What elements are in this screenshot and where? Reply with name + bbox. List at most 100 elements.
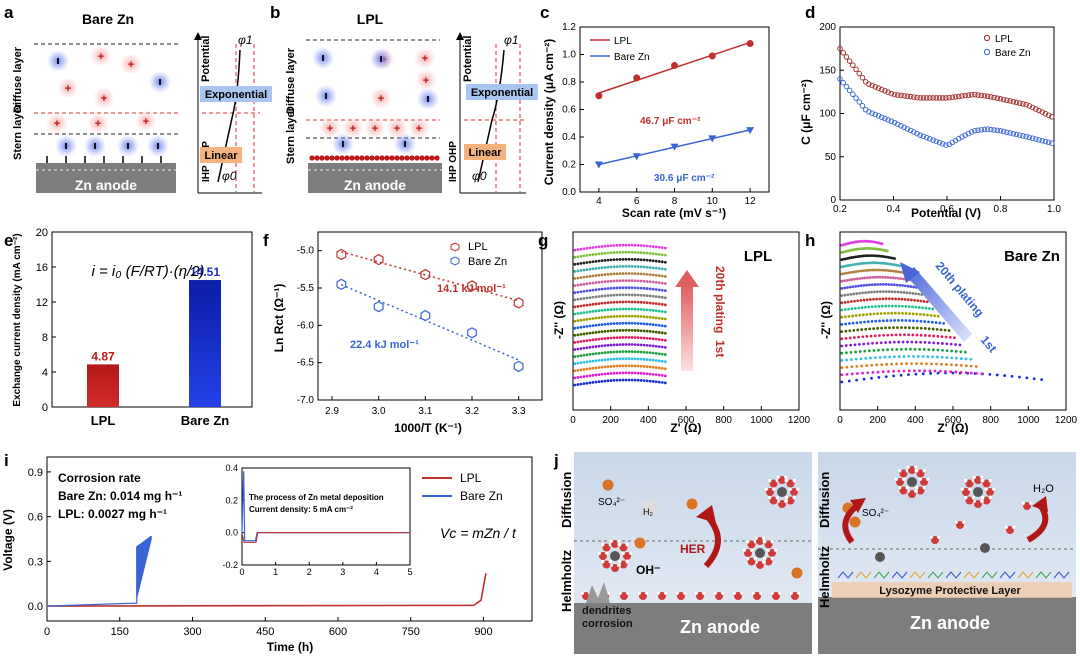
g-point [645,315,649,319]
h-point [850,372,854,376]
h-point [880,326,883,330]
j-zn-cluster-water-h [773,547,779,553]
g-point [642,286,646,290]
j-zn-cluster-water [764,540,773,549]
d-point [850,62,856,68]
f-legend-bare: Bare Zn [468,256,507,268]
g-point [594,281,598,285]
j-zn-cluster-water-h [897,468,902,473]
g-point [579,276,583,280]
g-point [579,311,583,315]
g-point [645,265,649,269]
b-zn-anode [308,163,442,193]
h-point [898,264,902,268]
g-point [606,301,610,305]
d-point [1036,107,1042,114]
g-point [591,260,595,264]
g-point [636,371,640,375]
g-point [624,364,628,368]
h-point [880,363,884,366]
e-category-label: LPL [91,413,116,428]
d-point [888,118,895,125]
g-point [597,323,601,327]
d-point [907,127,914,134]
d-point [853,66,859,73]
d-ylabel: C (μF cm⁻²) [799,79,813,145]
b-lysozyme-bead [359,155,365,161]
h-point [853,306,857,310]
h-point [865,313,869,316]
h-point [988,372,992,376]
h-point [916,355,920,358]
d-point [872,84,879,90]
h-point [847,379,851,383]
j-water-h [606,590,612,596]
d-point [927,95,933,101]
j-zn-cluster-water [766,488,774,496]
h-point [875,290,879,294]
f-plot: 2.9 3.0 3.1 3.2 3.3-5.0-5.5-6.0-6.5-7.0 [297,246,526,417]
g-point [624,343,628,346]
h-point [840,323,844,326]
h-point [878,290,882,294]
j-zn-cluster-water-h [988,495,993,500]
g-point [594,252,598,256]
h-point [849,263,852,267]
g-point [642,322,646,326]
h-point [882,268,886,272]
h-point [887,269,891,273]
g-point [642,301,646,304]
h-point [926,313,929,317]
i-ytick-label: 0.3 [28,556,43,568]
g-point [639,279,643,283]
b-phi1: φ1 [504,33,519,47]
j-zn-cluster-water [965,479,974,488]
c-annot-bare: 30.6 μF cm⁻² [654,173,715,184]
d-point [1020,101,1026,107]
g-point [642,365,646,368]
g-point [621,321,625,325]
g-point [600,301,604,305]
h-point [892,326,895,330]
g-point [627,364,631,368]
g-point [660,352,664,356]
j-water-h [644,590,650,596]
g-point [627,307,631,311]
b-lysozyme-bead [324,155,330,161]
g-point [603,244,607,248]
j-zn-ion [980,543,990,553]
b-lysozyme-bead [424,155,430,161]
h-point [899,290,903,294]
h-point [891,276,895,280]
j-water-h [1003,524,1009,530]
g-point [609,308,613,311]
j-lysozyme-chain [1053,571,1070,579]
g-point [636,286,640,290]
i-inset-plot: 0 1 2 3 4 5-0.20.00.20.4 [222,463,412,577]
g-point [651,351,655,355]
h-point [877,261,880,265]
h-point [865,254,869,258]
g-point [660,310,664,313]
g-point [663,346,667,349]
j-sulfate [602,479,614,491]
h-point [856,269,860,273]
d-point [1017,132,1023,138]
g-point [636,314,640,318]
d-point [972,127,978,134]
j-zn-cluster-water [916,486,925,495]
g-point [654,280,658,284]
j-left-helmholtz: Helmholtz [559,549,574,612]
g-point [624,300,628,304]
g-point [642,350,646,354]
g-point [657,352,661,356]
h-point [885,319,889,322]
g-point [576,354,580,358]
d-point [936,139,943,146]
h-point [909,285,913,288]
h-point [840,301,844,305]
h-point [861,313,865,317]
g-point [618,336,622,339]
j-lysozyme-chain [945,571,962,579]
j-right-molecules [837,464,1070,579]
